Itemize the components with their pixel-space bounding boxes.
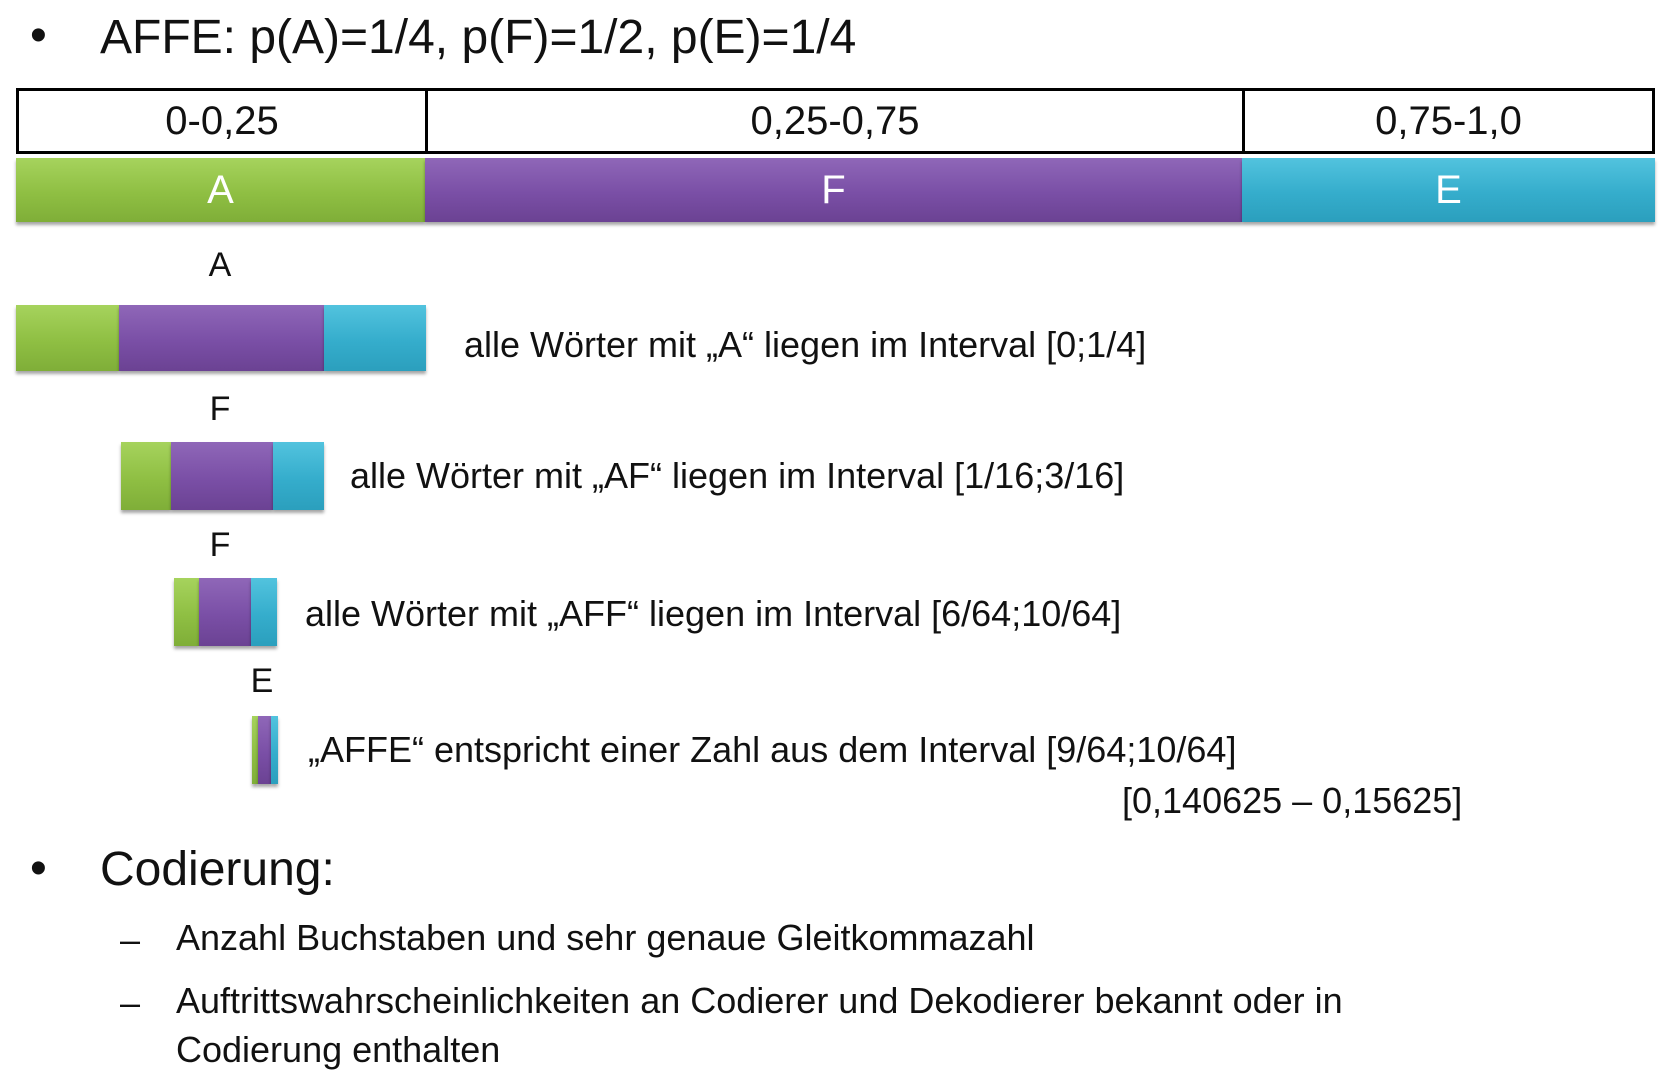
step1-segment-e [324,305,426,371]
step4-note-decimal: [0,140625 – 0,15625] [1122,780,1463,821]
codierung-item-1: Anzahl Buchstaben und sehr genaue Gleitk… [176,917,1035,958]
main-segment-a [16,158,425,222]
step2-segment-f [171,442,273,510]
range-label-e: 0,75-1,0 [1375,98,1522,143]
step3-segment-e [251,578,277,646]
step2-segment-a [121,442,171,510]
step1-segment-f [119,305,324,371]
main-segment-e [1242,158,1655,222]
codierung-dash-1: – [120,919,141,960]
step2-note: alle Wörter mit „AF“ liegen im Interval … [350,455,1125,496]
range-box-f: 0,25-0,75 [425,88,1245,154]
step-letter-2: F [209,390,231,428]
step4-segment-f [258,716,271,784]
range-box-e: 0,75-1,0 [1242,88,1655,154]
range-box-a: 0-0,25 [16,88,428,154]
main-segment-label-e: E [1435,167,1462,212]
step3-segment-f [199,578,251,646]
main-segment-label-a: A [207,167,234,212]
step1-note: alle Wörter mit „A“ liegen im Interval [… [464,324,1147,365]
codierung-heading: Codierung: [100,843,335,896]
step-letter-1: A [208,246,232,284]
step-letter-3: F [209,526,231,564]
range-label-f: 0,25-0,75 [750,98,920,143]
step-letter-4: E [250,662,274,700]
main-segment-label-f: F [821,167,846,212]
page-title: AFFE: p(A)=1/4, p(F)=1/2, p(E)=1/4 [100,11,857,64]
codierung-dash-2: – [120,982,141,1023]
step4-segment-e [271,716,278,784]
codierung-bullet: • [30,842,47,895]
main-segment-f [425,158,1242,222]
step3-segment-a [174,578,199,646]
step4-note: „AFFE“ entspricht einer Zahl aus dem Int… [308,729,1237,770]
step3-note: alle Wörter mit „AFF“ liegen im Interval… [305,593,1122,634]
step4-segment-a [252,716,258,784]
step1-segment-a [16,305,119,371]
codierung-item-2: Auftrittswahrscheinlichkeiten an Codiere… [176,980,1343,1070]
range-label-a: 0-0,25 [165,98,279,143]
step2-segment-e [273,442,324,510]
title-bullet: • [30,9,47,62]
